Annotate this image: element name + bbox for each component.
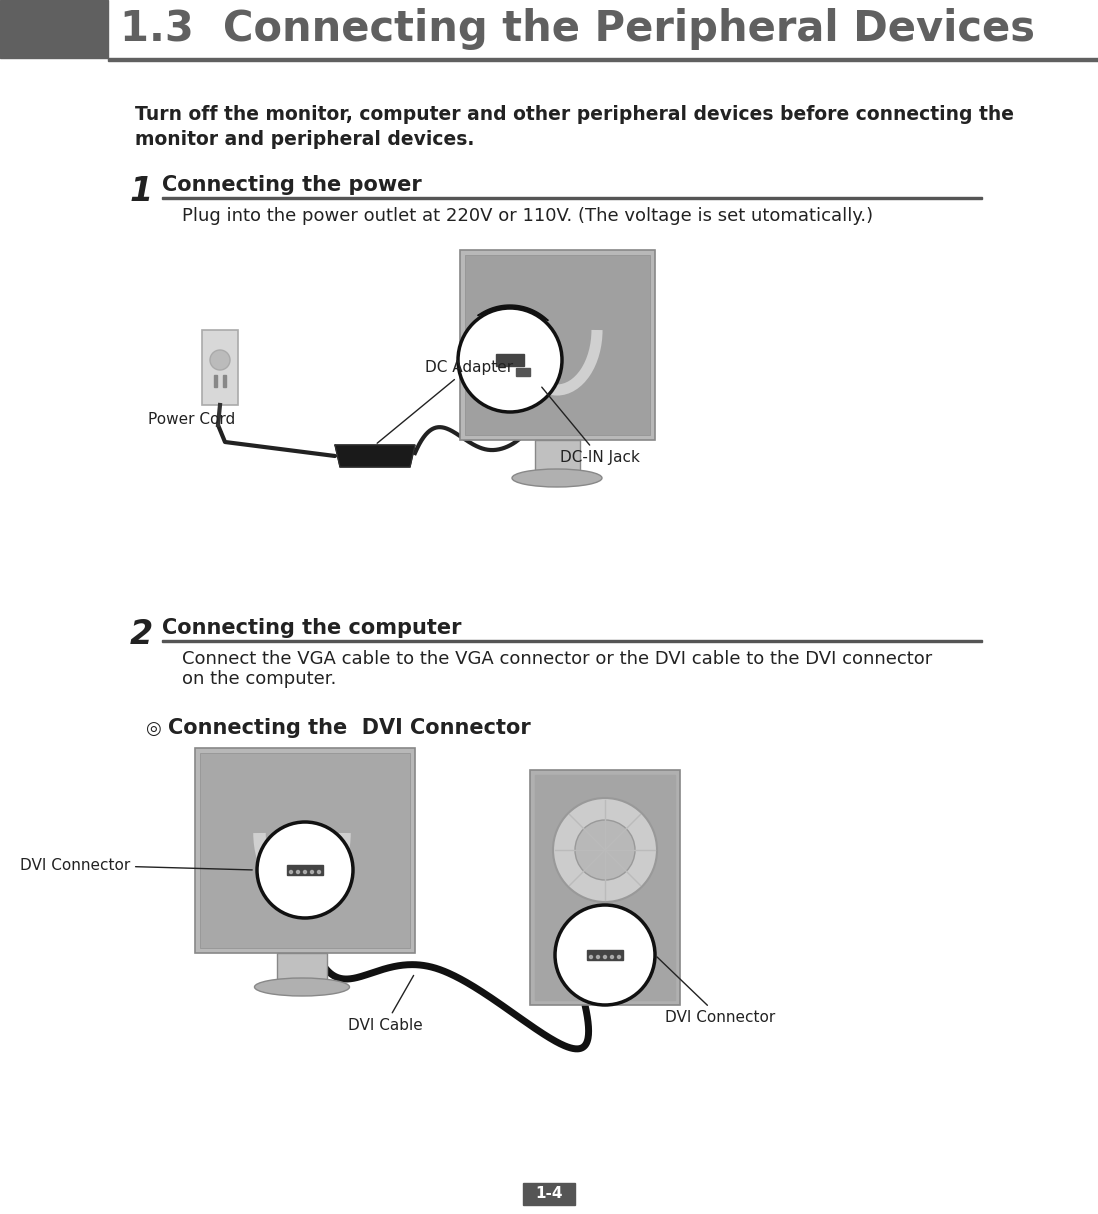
Bar bbox=[464, 255, 650, 435]
Text: Connecting the  DVI Connector: Connecting the DVI Connector bbox=[168, 717, 530, 738]
Circle shape bbox=[617, 955, 620, 959]
Bar bbox=[163, 640, 982, 641]
Bar bbox=[516, 368, 530, 376]
Circle shape bbox=[290, 870, 292, 874]
Bar bbox=[460, 250, 656, 439]
Circle shape bbox=[596, 955, 600, 959]
Text: Turn off the monitor, computer and other peripheral devices before connecting th: Turn off the monitor, computer and other… bbox=[135, 104, 1013, 124]
Bar bbox=[535, 775, 675, 1000]
Bar bbox=[202, 330, 238, 405]
Bar bbox=[0, 0, 108, 58]
Bar bbox=[200, 753, 410, 948]
Circle shape bbox=[311, 870, 314, 874]
Text: 2: 2 bbox=[130, 618, 154, 651]
Bar bbox=[195, 748, 415, 953]
Text: Plug into the power outlet at 220V or 110V. (The voltage is set utomatically.): Plug into the power outlet at 220V or 11… bbox=[182, 208, 873, 225]
Circle shape bbox=[610, 955, 614, 959]
Circle shape bbox=[554, 904, 656, 1005]
Text: 1.3  Connecting the Peripheral Devices: 1.3 Connecting the Peripheral Devices bbox=[120, 8, 1035, 50]
Bar bbox=[214, 375, 217, 387]
Circle shape bbox=[257, 822, 352, 918]
Circle shape bbox=[303, 870, 306, 874]
Bar bbox=[587, 951, 623, 960]
Bar bbox=[163, 197, 982, 199]
Text: Connecting the power: Connecting the power bbox=[163, 175, 422, 195]
Circle shape bbox=[590, 955, 593, 959]
Text: Power Cord: Power Cord bbox=[148, 413, 235, 432]
Bar bbox=[535, 439, 580, 475]
Text: DC Adapter: DC Adapter bbox=[377, 361, 513, 443]
Ellipse shape bbox=[512, 469, 602, 487]
Bar bbox=[287, 866, 323, 875]
Circle shape bbox=[604, 955, 606, 959]
Text: DVI Connector: DVI Connector bbox=[657, 957, 775, 1025]
Bar bbox=[223, 375, 226, 387]
Text: DVI Cable: DVI Cable bbox=[348, 975, 423, 1033]
Text: Connect the VGA cable to the VGA connector or the DVI cable to the DVI connector: Connect the VGA cable to the VGA connect… bbox=[182, 649, 932, 668]
Text: 1-4: 1-4 bbox=[535, 1186, 563, 1202]
Polygon shape bbox=[335, 446, 415, 467]
Circle shape bbox=[317, 870, 321, 874]
Text: monitor and peripheral devices.: monitor and peripheral devices. bbox=[135, 130, 474, 149]
Text: on the computer.: on the computer. bbox=[182, 670, 336, 688]
Polygon shape bbox=[478, 305, 548, 320]
Text: DC-IN Jack: DC-IN Jack bbox=[541, 387, 640, 465]
Text: 1: 1 bbox=[130, 175, 154, 208]
Bar bbox=[530, 770, 680, 1005]
Circle shape bbox=[575, 819, 635, 880]
Ellipse shape bbox=[255, 978, 349, 995]
Bar bbox=[496, 354, 524, 365]
Bar bbox=[108, 58, 1098, 61]
Circle shape bbox=[296, 870, 300, 874]
Text: Connecting the computer: Connecting the computer bbox=[163, 618, 461, 639]
Bar bbox=[523, 1182, 575, 1206]
Text: ◎: ◎ bbox=[145, 720, 160, 738]
Text: DVI Connector: DVI Connector bbox=[20, 857, 253, 873]
Circle shape bbox=[458, 308, 562, 412]
Circle shape bbox=[553, 798, 657, 902]
Circle shape bbox=[210, 350, 229, 370]
Bar bbox=[277, 953, 327, 983]
